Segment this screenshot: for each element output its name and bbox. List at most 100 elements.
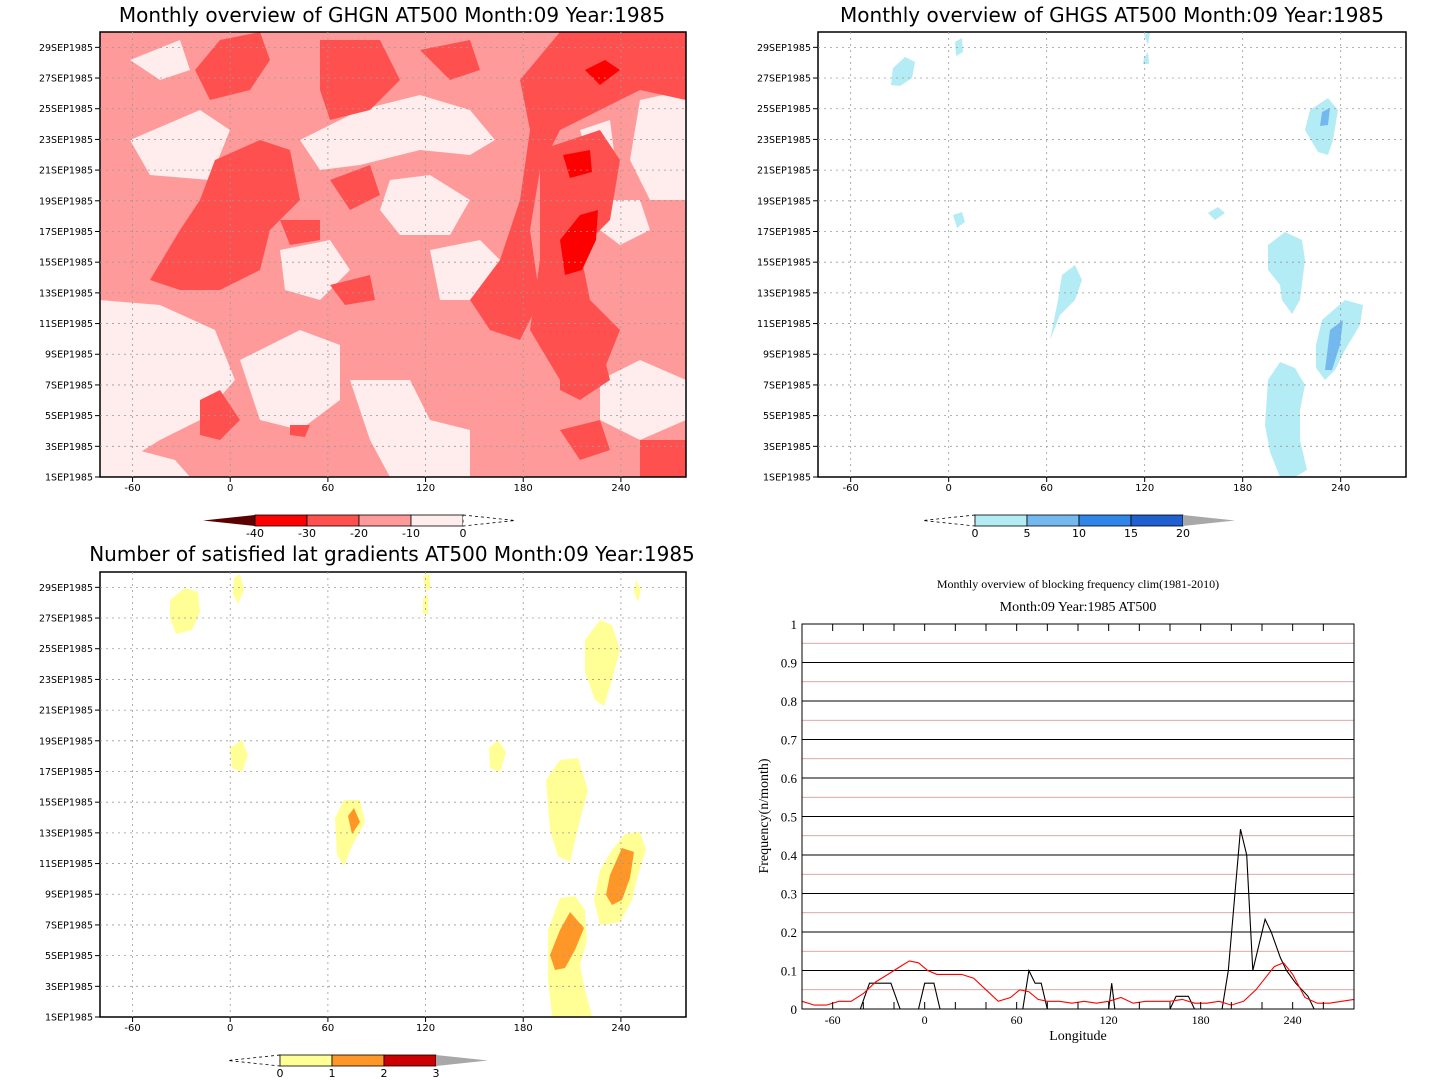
- y-tick-label: 1: [791, 617, 798, 632]
- colorbar-label: 0: [460, 527, 467, 540]
- colorbar-swatch: [306, 514, 360, 527]
- line-chart-title: Monthly overview of blocking frequency c…: [937, 577, 1219, 591]
- x-tick-label: 240: [1284, 1013, 1302, 1027]
- panel-title: Number of satisfied lat gradients AT500 …: [89, 542, 695, 566]
- colorbar-label: 0: [972, 527, 979, 540]
- y-tick-label: 0.4: [781, 848, 798, 863]
- colorbar-swatch: [254, 514, 308, 527]
- plot-frame: [99, 31, 687, 478]
- y-tick-label: 21SEP1985: [39, 706, 93, 717]
- x-tick-label: 0: [945, 483, 951, 494]
- x-axis-label: Longitude: [1049, 1029, 1107, 1044]
- y-tick-label: 3SEP1985: [45, 442, 93, 453]
- y-tick-label: 0.7: [781, 733, 798, 748]
- y-tick-label: 17SEP1985: [39, 767, 93, 778]
- x-tick-label: -60: [842, 483, 858, 494]
- x-tick-label: 0: [922, 1013, 928, 1027]
- x-tick-label: 120: [1100, 1013, 1118, 1027]
- colorbar-label: 5: [1024, 527, 1031, 540]
- y-tick-label: 25SEP1985: [757, 104, 811, 115]
- line-chart-axes: 0 0.1 0.2 0.3 0.4 0.5 0.6 0.7 0.8 0.9 1 -60 0 60 120 18…: [781, 617, 1324, 1027]
- x-tick-label: 0: [227, 1023, 233, 1034]
- y-tick-label: 25SEP1985: [39, 104, 93, 115]
- y-tick-label: 11SEP1985: [757, 319, 811, 330]
- y-tick-label: 25SEP1985: [39, 644, 93, 655]
- y-tick-label: 0.3: [781, 887, 797, 902]
- x-tick-label: 240: [1331, 483, 1350, 494]
- colorbar-over-arrow: [436, 1055, 488, 1066]
- y-tick-label: 7SEP1985: [763, 380, 811, 391]
- x-tick-label: -60: [124, 1023, 140, 1034]
- y-axis-ticks: 1SEP1985 3SEP1985 5SEP1985 7SEP1985 9SEP1985…: [757, 43, 1406, 484]
- y-tick-label: 9SEP1985: [45, 350, 93, 361]
- y-tick-label: 15SEP1985: [39, 258, 93, 269]
- blocking-frequency-panel: Monthly overview of blocking frequency c…: [757, 577, 1355, 1044]
- y-tick-label: 11SEP1985: [39, 319, 93, 330]
- y-tick-label: 9SEP1985: [45, 890, 93, 901]
- ghgn-field: [100, 32, 686, 477]
- x-tick-label: -60: [825, 1013, 841, 1027]
- series-line-climatology: [801, 960, 1355, 1006]
- y-tick-label: 23SEP1985: [757, 135, 811, 146]
- x-tick-label: -60: [124, 483, 140, 494]
- x-tick-label: 0: [227, 483, 233, 494]
- lat-gradients-panel: Number of satisfied lat gradients AT500 …: [39, 542, 695, 1080]
- colorbar-under-arrow: [203, 515, 255, 526]
- colorbar-label: 10: [1072, 527, 1086, 540]
- colorbar: 0 5 10 15 20: [922, 514, 1235, 540]
- colorbar-label: -30: [298, 527, 316, 540]
- y-tick-label: 29SEP1985: [39, 43, 93, 54]
- x-tick-label: 240: [611, 1023, 630, 1034]
- x-tick-label: 180: [1233, 483, 1252, 494]
- x-tick-label: 180: [514, 483, 533, 494]
- y-tick-label: 15SEP1985: [757, 258, 811, 269]
- x-axis-ticks: -60 0 60 120 180 240: [842, 32, 1350, 494]
- y-tick-label: 11SEP1985: [39, 859, 93, 870]
- colorbar-label: 1: [329, 1067, 336, 1080]
- y-tick-label: 0.6: [781, 771, 798, 786]
- colorbar-label: 20: [1176, 527, 1190, 540]
- colorbar-under-arrow: [922, 514, 976, 527]
- y-tick-label: 19SEP1985: [39, 736, 93, 747]
- ghgs-field: [891, 32, 1363, 477]
- colorbar-swatch: [279, 1054, 333, 1067]
- colorbar-over-arrow: [462, 514, 516, 527]
- y-tick-label: 29SEP1985: [757, 43, 811, 54]
- field-level-10-to-0: [100, 40, 686, 477]
- y-tick-label: 27SEP1985: [39, 74, 93, 85]
- field-level-40-to-30: [560, 60, 620, 275]
- field-level-1-to-2: [348, 808, 634, 970]
- colorbar-label: -10: [402, 527, 420, 540]
- colorbar-swatch: [331, 1054, 385, 1067]
- y-tick-label: 0.1: [781, 964, 797, 979]
- y-tick-label: 0.8: [781, 694, 797, 709]
- y-tick-label: 21SEP1985: [39, 166, 93, 177]
- colorbar-under-arrow: [227, 1054, 281, 1067]
- panel-title: Monthly overview of GHGS AT500 Month:09 …: [840, 3, 1384, 27]
- colorbar-label: -40: [246, 527, 264, 540]
- y-tick-label: 3SEP1985: [763, 442, 811, 453]
- y-tick-label: 27SEP1985: [757, 74, 811, 85]
- x-tick-label: 60: [322, 1023, 335, 1034]
- ghgn-panel: Monthly overview of GHGN AT500 Month:09 …: [39, 3, 687, 540]
- colorbar-swatch: [1026, 514, 1080, 527]
- colorbar-swatch: [1078, 514, 1132, 527]
- y-tick-label: 27SEP1985: [39, 614, 93, 625]
- y-tick-label: 0.9: [781, 656, 797, 671]
- y-tick-label: 0.5: [781, 810, 797, 825]
- y-tick-label: 1SEP1985: [763, 473, 811, 484]
- y-tick-label: 17SEP1985: [757, 227, 811, 238]
- series-line-1985: [802, 829, 1315, 1010]
- field-level-5-to-10: [1320, 108, 1343, 370]
- y-tick-label: 13SEP1985: [757, 288, 811, 299]
- y-axis-label: Frequency(n/month): [757, 758, 772, 873]
- y-tick-label: 23SEP1985: [39, 135, 93, 146]
- y-axis-ticks: 1SEP1985 3SEP1985 5SEP1985 7SEP1985 9SEP1985…: [39, 583, 686, 1024]
- colorbar-label: 0: [277, 1067, 284, 1080]
- y-tick-label: 17SEP1985: [39, 227, 93, 238]
- y-tick-label: 5SEP1985: [45, 411, 93, 422]
- x-tick-label: 240: [611, 483, 630, 494]
- y-tick-label: 13SEP1985: [39, 288, 93, 299]
- colorbar-swatch: [410, 514, 464, 527]
- y-tick-label: 9SEP1985: [763, 350, 811, 361]
